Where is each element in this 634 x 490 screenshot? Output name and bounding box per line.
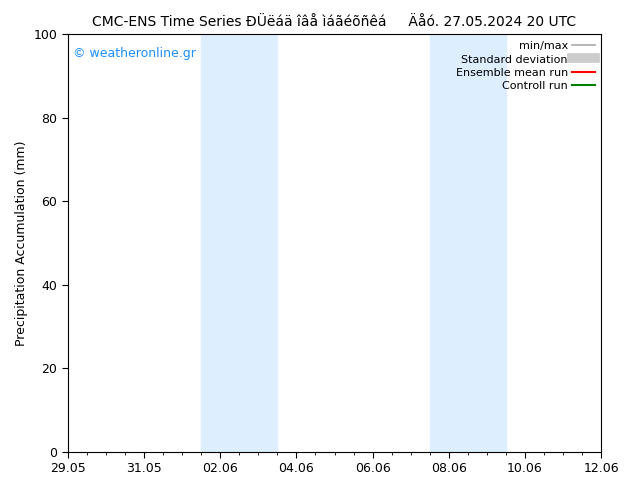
Text: © weatheronline.gr: © weatheronline.gr bbox=[73, 47, 196, 60]
Legend: min/max, Standard deviation, Ensemble mean run, Controll run: min/max, Standard deviation, Ensemble me… bbox=[451, 37, 599, 96]
Bar bbox=[430, 34, 506, 452]
Bar bbox=[201, 34, 277, 452]
Title: CMC-ENS Time Series ÐÜëáä îâå ìáãéõñêá     Äåó. 27.05.2024 20 UTC: CMC-ENS Time Series ÐÜëáä îâå ìáãéõñêá Ä… bbox=[93, 15, 576, 29]
Y-axis label: Precipitation Accumulation (mm): Precipitation Accumulation (mm) bbox=[15, 140, 28, 346]
